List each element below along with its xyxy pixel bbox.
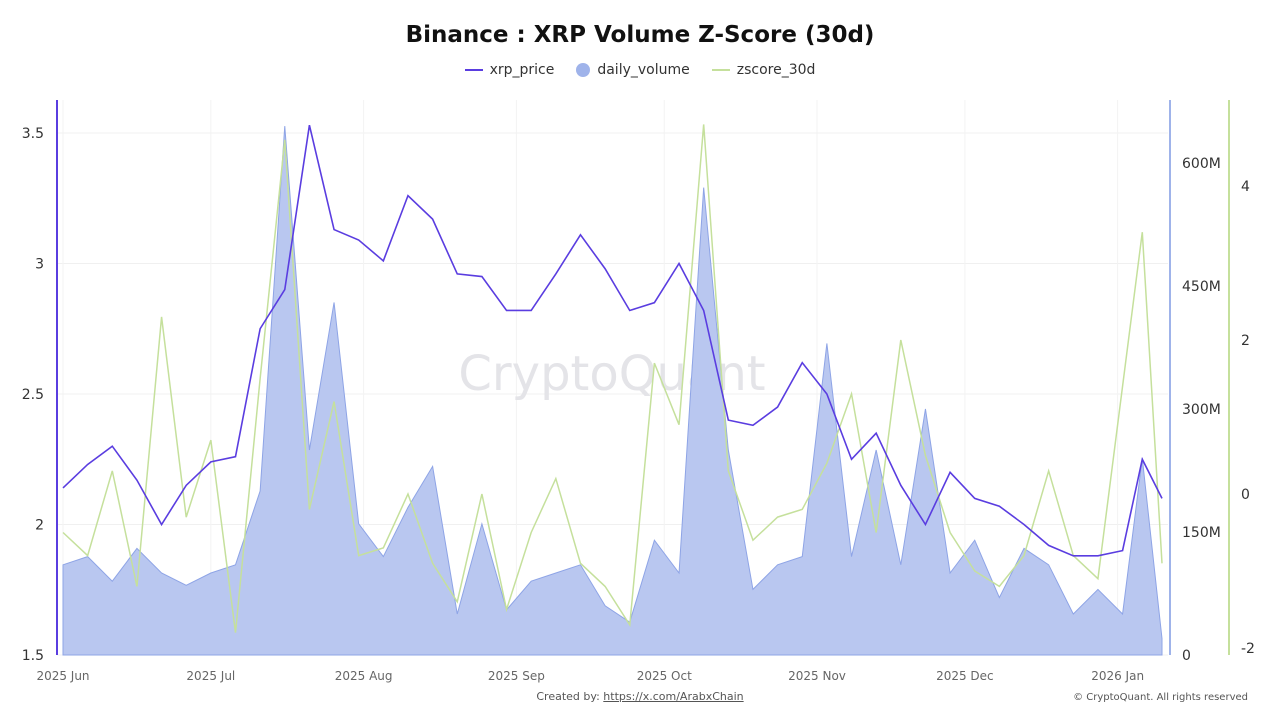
copyright: © CryptoQuant. All rights reserved [1073,692,1248,703]
legend-swatch [464,69,483,71]
y-zscore-tick-label: 4 [1241,179,1250,195]
legend-item-zscore[interactable]: zscore_30d [711,62,816,78]
y-zscore-tick-label: 2 [1241,333,1250,349]
x-tick-label: 2025 Nov [788,669,846,683]
legend-item-xrp-price[interactable]: xrp_price [464,62,555,78]
legend-swatch [576,63,591,77]
y-volume-tick-label: 150M [1182,525,1221,541]
y-volume-tick-label: 300M [1182,402,1221,418]
legend-swatch [711,69,730,71]
legend-label: daily_volume [597,62,690,78]
y-zscore-tick-label: -2 [1241,641,1255,657]
y-left-tick-label: 3.5 [22,126,44,142]
chart-title: Binance : XRP Volume Z-Score (30d) [405,22,875,48]
created-by-label: Created by: [536,690,600,703]
x-tick-label: 2025 Jul [186,669,235,683]
zscore-line [62,124,1163,633]
creator-link[interactable]: https://x.com/ArabxChain [603,690,744,703]
x-tick-label: 2025 Dec [936,669,994,683]
y-left-tick-label: 3 [35,257,44,273]
y-left-tick-label: 1.5 [22,648,44,664]
legend: xrp_price daily_volume zscore_30d [0,62,1280,78]
y-volume-tick-label: 600M [1182,156,1221,172]
footer: Created by: https://x.com/ArabxChain [0,690,1280,703]
y-volume-tick-label: 0 [1182,648,1191,664]
x-tick-label: 2025 Sep [488,669,545,683]
x-tick-label: 2025 Jun [36,669,89,683]
x-tick-label: 2025 Oct [637,669,692,683]
legend-label: xrp_price [489,62,555,78]
y-volume-tick-label: 450M [1182,279,1221,295]
legend-item-daily-volume[interactable]: daily_volume [576,62,690,78]
x-tick-label: 2025 Aug [335,669,393,683]
y-left-tick-label: 2 [35,518,44,534]
x-tick-label: 2026 Jan [1091,669,1144,683]
price-line [62,124,1163,557]
legend-label: zscore_30d [736,62,816,78]
y-left-tick-label: 2.5 [22,387,44,403]
y-zscore-tick-label: 0 [1241,487,1250,503]
